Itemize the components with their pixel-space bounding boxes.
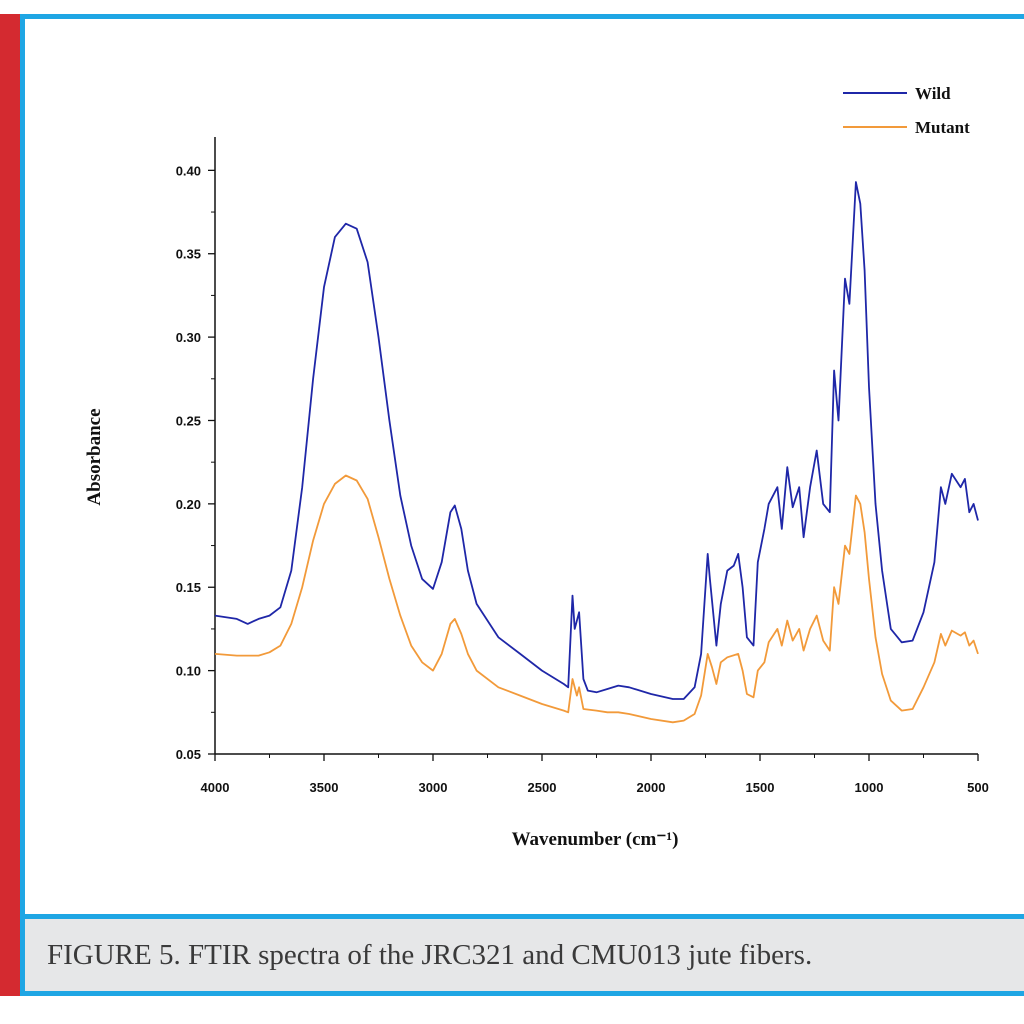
y-tick-label: 0.05: [176, 747, 201, 762]
frame-left-border: [20, 14, 25, 996]
y-tick-label: 0.20: [176, 497, 201, 512]
series-line-mutant: [214, 474, 979, 724]
y-tick-label: 0.40: [176, 163, 201, 178]
legend: Wild Mutant: [843, 84, 970, 137]
y-axis-title: Absorbance: [84, 408, 105, 505]
y-tick-label: 0.10: [176, 664, 201, 679]
y-tick-label: 0.35: [176, 247, 201, 262]
plot-area: 0.05 0.10 0.15 0.20 0.25 0.30 0.35 0.40 4000 350…: [176, 137, 989, 795]
left-accent-bar: [0, 14, 20, 996]
frame-top-border: [20, 14, 1024, 19]
series-line-wild: [214, 181, 979, 700]
x-axis-ticks: 4000 3500 3000 2500 2000 1500 1000 500: [201, 754, 989, 795]
x-tick-label: 2500: [528, 780, 557, 795]
x-tick-label: 2000: [637, 780, 666, 795]
x-tick-label: 1500: [746, 780, 775, 795]
figure-caption-box: FIGURE 5. FTIR spectra of the JRC321 and…: [20, 914, 1024, 996]
figure-caption: FIGURE 5. FTIR spectra of the JRC321 and…: [47, 939, 813, 971]
x-tick-label: 3500: [310, 780, 339, 795]
x-tick-label: 3000: [419, 780, 448, 795]
x-axis-title: Wavenumber (cm⁻¹): [512, 829, 679, 850]
series-layer: [214, 181, 979, 724]
ftir-chart: 0.05 0.10 0.15 0.20 0.25 0.30 0.35 0.40 4000 350…: [84, 84, 989, 850]
legend-label-mutant: Mutant: [915, 118, 970, 137]
x-tick-label: 4000: [201, 780, 230, 795]
legend-label-wild: Wild: [915, 84, 951, 103]
y-axis-ticks: 0.05 0.10 0.15 0.20 0.25 0.30 0.35 0.40: [176, 163, 215, 762]
y-tick-label: 0.25: [176, 413, 201, 428]
y-tick-label: 0.30: [176, 330, 201, 345]
x-tick-label: 1000: [855, 780, 884, 795]
x-tick-label: 500: [967, 780, 989, 795]
y-tick-label: 0.15: [176, 580, 201, 595]
